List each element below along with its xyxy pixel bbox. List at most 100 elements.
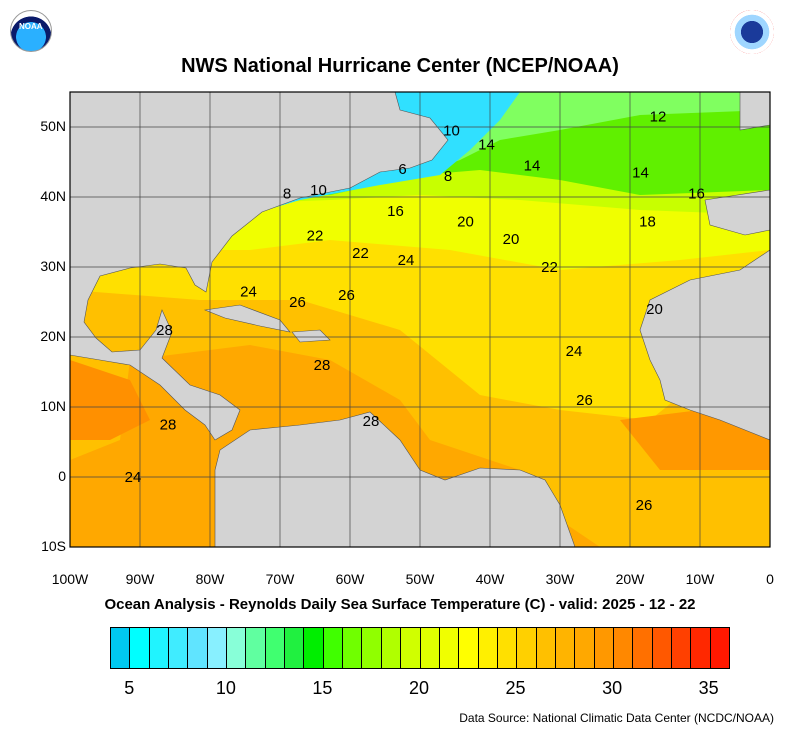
colorbar-swatch [574, 628, 594, 668]
contour-label: 18 [639, 214, 656, 231]
lon-tick-label: 90W [125, 571, 155, 587]
lon-tick-label: 80W [195, 571, 225, 587]
lat-tick-label: 0 [58, 468, 66, 484]
contour-label: 22 [352, 245, 369, 262]
subtitle: Ocean Analysis - Reynolds Daily Sea Surf… [104, 596, 696, 613]
colorbar-swatch [380, 628, 401, 668]
colorbar-swatch [496, 628, 517, 668]
contour-label: 14 [632, 165, 649, 182]
chart-title: NWS National Hurricane Center (NCEP/NOAA… [181, 55, 619, 77]
contour-label: 10 [310, 182, 327, 199]
contour-label: 20 [503, 231, 520, 248]
colorbar-swatch [168, 628, 188, 668]
colorbar-swatch [670, 628, 691, 668]
colorbar-swatch [554, 628, 575, 668]
lon-tick-label: 100W [51, 571, 89, 587]
colorbar-tick-label: 25 [505, 678, 526, 698]
colorbar-swatch [709, 628, 729, 668]
contour-label: 20 [646, 301, 663, 318]
colorbar-swatch [632, 628, 652, 668]
colorbar-swatch [516, 628, 536, 668]
contour-label: 24 [240, 284, 257, 301]
colorbar-tick-label: 30 [602, 678, 623, 698]
colorbar-swatch [264, 628, 285, 668]
contour-label: 28 [160, 417, 177, 434]
lat-tick-label: 40N [40, 188, 66, 204]
colorbar-swatch [593, 628, 613, 668]
lon-tick-label: 40W [475, 571, 505, 587]
contour-label: 14 [478, 137, 495, 154]
colorbar-swatch [245, 628, 265, 668]
contour-label: 24 [398, 252, 415, 269]
colorbar-swatch [651, 628, 671, 668]
land-iberia [704, 189, 770, 236]
contour-label: 28 [363, 413, 380, 430]
contour-label: 22 [307, 228, 324, 245]
contour-label: 26 [289, 294, 306, 311]
colorbar-swatch [148, 628, 169, 668]
colorbar-swatch [458, 628, 478, 668]
lon-tick-label: 50W [405, 571, 435, 587]
lat-tick-label: 50N [40, 118, 66, 134]
contour-label: 26 [338, 287, 355, 304]
contour-label: 20 [457, 214, 474, 231]
colorbar-swatch [322, 628, 343, 668]
data-source: Data Source: National Climatic Data Cent… [459, 711, 774, 725]
contour-label: 22 [541, 259, 558, 276]
colorbar-swatch [400, 628, 420, 668]
land-hispaniola [291, 329, 331, 343]
contour-labels: 12 10 14 14 14 6 8 8 10 16 16 18 20 22 20 22 24 22 24 26 26 2… [125, 109, 705, 515]
lat-tick-label: 30N [40, 258, 66, 274]
land-europe [739, 92, 770, 131]
colorbar-swatch [438, 628, 459, 668]
colorbar-swatch [361, 628, 381, 668]
colorbar-tick-label: 20 [408, 678, 430, 698]
colorbar-tick-label: 10 [215, 678, 236, 698]
land-africa [639, 249, 770, 441]
nws-logo [730, 10, 774, 54]
ocean-pacific-warm [70, 360, 150, 440]
land [70, 92, 770, 547]
colorbar-swatch [206, 628, 227, 668]
contour-label: 8 [283, 186, 291, 203]
colorbar-tick-label: 5 [124, 678, 135, 698]
noaa-logo: NOAA [10, 10, 52, 52]
contour-label: 14 [524, 158, 541, 175]
map-frame [69, 91, 771, 548]
colorbar-swatch [187, 628, 207, 668]
colorbar-swatch [612, 628, 633, 668]
contour-label: 26 [636, 497, 653, 514]
land-south-america [214, 411, 576, 547]
colorbar-swatch [477, 628, 497, 668]
colorbar-swatch [129, 628, 149, 668]
colorbar-swatch [419, 628, 439, 668]
colorbar-swatch [284, 628, 304, 668]
colorbar-swatch [535, 628, 555, 668]
lon-tick-label: 20W [615, 571, 645, 587]
lon-tick-label: 70W [265, 571, 295, 587]
colorbar-swatch [342, 628, 362, 668]
lat-tick-label: 10S [41, 538, 66, 554]
contour-label: 8 [444, 168, 452, 185]
colorbar-tick-label: 35 [698, 678, 719, 698]
contour-label: 24 [125, 469, 142, 486]
lon-tick-label: 0 [766, 571, 774, 587]
colorbar-swatch [303, 628, 323, 668]
sst-map: 12 10 14 14 14 6 8 8 10 16 16 18 20 22 20 22 24 22 24 26 26 2… [69, 91, 771, 548]
graticule [70, 92, 770, 547]
lon-tick-label: 10W [685, 571, 715, 587]
colorbar [110, 627, 730, 669]
colorbar-swatch [111, 628, 130, 668]
lon-tick-label: 30W [545, 571, 575, 587]
contour-label: 16 [688, 186, 705, 203]
colorbar-swatch [690, 628, 710, 668]
lon-tick-label: 60W [335, 571, 365, 587]
lat-tick-label: 10N [40, 398, 66, 414]
contour-label: 12 [650, 109, 667, 126]
contour-label: 26 [576, 392, 593, 409]
land-cuba [203, 304, 291, 333]
contour-label: 10 [443, 123, 460, 140]
lat-tick-label: 20N [40, 328, 66, 344]
contour-label: 24 [566, 343, 583, 360]
zone-12 [420, 92, 770, 175]
